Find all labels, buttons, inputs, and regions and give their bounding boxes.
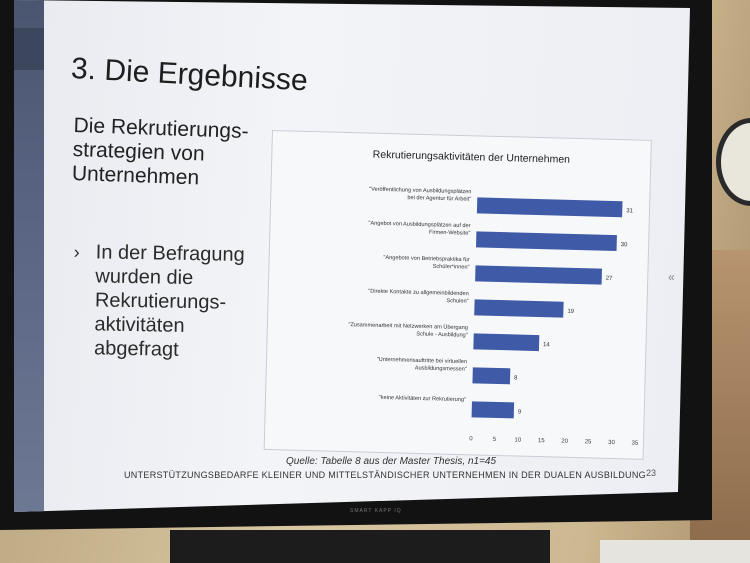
monitor-stand	[170, 530, 550, 563]
bar-value-label: 14	[543, 342, 550, 348]
x-tick-label: 0	[469, 436, 473, 442]
chart-svg: Rekrutierungsaktivitäten der Unternehmen…	[348, 149, 639, 447]
x-tick-label: 25	[585, 439, 592, 445]
chart-bar	[475, 265, 602, 285]
bar-value-label: 19	[567, 309, 574, 315]
slide-footer: UNTERSTÜTZUNGSBEDARFE KLEINER UND MITTEL…	[124, 470, 646, 480]
bar-value-label: 31	[626, 208, 633, 214]
x-tick-label: 10	[514, 437, 521, 443]
slide-title: 3. Die Ergebnisse	[70, 52, 309, 98]
bullet-point: › In der Befragung wurden die Rekrutieru…	[74, 240, 264, 360]
category-label: "Angebote von Betriebspraktika fürSchüle…	[383, 255, 470, 271]
bar-value-label: 8	[514, 375, 518, 381]
category-label: "Direkte Kontakte zu allgemeinbildendenS…	[368, 289, 469, 305]
x-tick-label: 20	[561, 439, 568, 445]
chart-bar	[476, 197, 623, 218]
bar-value-label: 27	[606, 276, 613, 282]
bar-value-label: 9	[518, 410, 522, 416]
x-tick-label: 5	[493, 437, 497, 443]
chart-bar	[475, 231, 617, 252]
category-label: "Veröffentlichung von Ausbildungsplätzen…	[369, 187, 472, 203]
slide-subtitle: Die Rekrutierungs-strategien von Unterne…	[71, 114, 249, 190]
x-tick-label: 30	[608, 440, 615, 446]
chart-source: Quelle: Tabelle 8 aus der Master Thesis,…	[286, 456, 497, 467]
category-label: "Unternehmensauftritte bei virtuellenAus…	[376, 357, 467, 373]
category-label: "Zusammenarbeit mit Netzwerken am Überga…	[348, 321, 468, 339]
table-surface	[600, 540, 750, 563]
chart-bar	[471, 401, 515, 419]
bar-chart: Rekrutierungsaktivitäten der Unternehmen…	[263, 130, 652, 460]
x-tick-label: 35	[631, 441, 638, 447]
side-bar-block	[14, 28, 44, 70]
chart-title: Rekrutierungsaktivitäten der Unternehmen	[373, 149, 571, 166]
chevron-right-icon: ›	[73, 241, 80, 263]
category-label: "Angebot von Ausbildungsplätzen auf derF…	[368, 221, 471, 237]
x-tick-label: 15	[538, 438, 545, 444]
chart-bar	[473, 333, 540, 352]
slide-side-bar	[14, 0, 44, 512]
bullet-text: In der Befragung wurden die Rekrutierung…	[93, 241, 245, 361]
monitor-brand: SMART KAPP IQ	[350, 508, 402, 514]
collapse-icon[interactable]: «	[668, 270, 675, 284]
bar-value-label: 30	[621, 242, 628, 248]
page-number: 23	[646, 468, 657, 478]
chart-bar	[474, 299, 564, 318]
display-monitor: 3. Die Ergebnisse Die Rekrutierungs-stra…	[0, 0, 712, 530]
chart-bar	[472, 367, 511, 385]
presentation-screen: 3. Die Ergebnisse Die Rekrutierungs-stra…	[14, 0, 690, 512]
category-label: "keine Aktivitäten zur Rekrutierung"	[379, 395, 466, 403]
